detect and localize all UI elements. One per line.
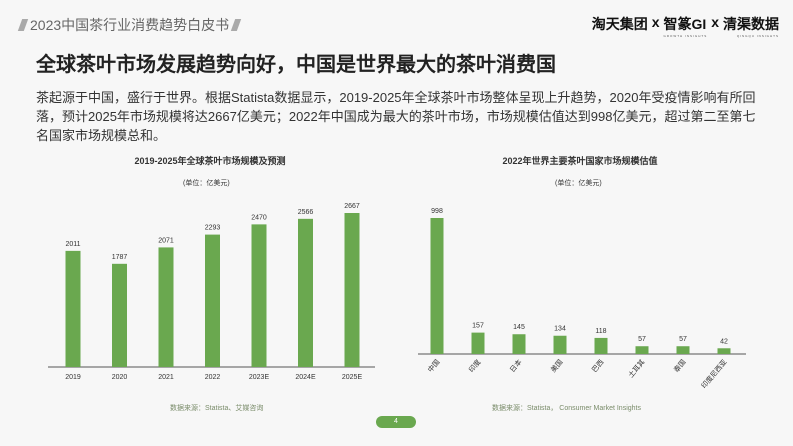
chart2-bar xyxy=(512,334,526,354)
page-title: 全球茶叶市场发展趋势向好，中国是世界最大的茶叶消费国 xyxy=(36,54,556,76)
logo-zhizhuan: 智篆GI GROWTH INSIGHTS xyxy=(663,16,708,38)
chart2-data-label: 134 xyxy=(554,326,566,333)
chart2-bar xyxy=(471,332,485,354)
summary-paragraph: 茶起源于中国，盛行于世界。根据Statista数据显示，2019-2025年全球… xyxy=(36,90,756,143)
chart1-unit: (单位：亿美元) xyxy=(183,180,230,187)
logo-qingqu: 清渠数据 QINGQU INSIGHTS xyxy=(723,16,779,38)
chart2-data-label: 42 xyxy=(720,338,728,345)
chart2-source: 数据来源：Statista， Consumer Market Insights xyxy=(492,405,641,412)
chart1-data-label: 2071 xyxy=(158,237,174,244)
chart2-bar xyxy=(430,218,444,354)
chart2-bar xyxy=(676,346,690,354)
chart1-data-label: 1787 xyxy=(112,254,128,261)
chart1-data-label: 2667 xyxy=(344,203,360,210)
report-header: 2023中国茶行业消费趋势白皮书 xyxy=(17,15,242,35)
chart1-tick-label: 2019 xyxy=(65,374,81,381)
chart1-bar xyxy=(251,224,267,367)
logo-taotian: 淘天集团 xyxy=(591,16,648,32)
chart1-bar xyxy=(65,250,81,367)
chart2-tick-label: 印度尼西亚 xyxy=(699,358,728,391)
chart2-tick-label: 中国 xyxy=(426,358,442,375)
chart2-tick-label: 巴西 xyxy=(590,358,605,374)
page-number: 4 xyxy=(376,416,416,428)
chart1-bar xyxy=(298,218,313,367)
chart1-data-label: 2470 xyxy=(251,214,267,221)
chart1-data-label: 2293 xyxy=(205,225,221,232)
report-title: 2023中国茶行业消费趋势白皮书 xyxy=(30,17,230,33)
chart1-bar xyxy=(158,247,174,367)
chart1-tick-label: 2023E xyxy=(249,374,270,381)
chart2-data-label: 157 xyxy=(472,323,484,330)
chart2-data-label: 118 xyxy=(595,328,606,335)
partner-logos: 淘天集团 x 智篆GI GROWTH INSIGHTS x 清渠数据 QINGQU … xyxy=(592,14,779,38)
chart1-tick-label: 2020 xyxy=(112,374,128,381)
chart2-tick-label: 土耳其 xyxy=(626,358,646,380)
chart2-title: 2022年世界主要茶叶国家市场规模估值 xyxy=(502,156,658,166)
chart1-data-label: 2566 xyxy=(298,209,314,216)
chart2-tick-label: 泰国 xyxy=(672,358,688,375)
chart2-data-label: 145 xyxy=(513,324,525,331)
chart2-unit: (单位：亿美元) xyxy=(555,180,602,187)
chart1-source: 数据来源：Statista、艾媒咨询 xyxy=(170,405,264,412)
chart2-tick-label: 印度 xyxy=(467,358,483,375)
logo-separator: x xyxy=(651,14,660,30)
chart1-tick-label: 2024E xyxy=(295,374,316,381)
chart2-bar xyxy=(594,337,608,354)
chart1-bar xyxy=(112,263,127,367)
chart1-tick-label: 2022 xyxy=(205,374,221,381)
logo-separator: x xyxy=(711,14,719,30)
chart2-data-label: 57 xyxy=(679,336,687,343)
chart1-bar xyxy=(344,213,360,367)
chart1-tick-label: 2021 xyxy=(158,374,174,381)
chart2-tick-label: 日本 xyxy=(508,358,524,375)
chart1-tick-label: 2025E xyxy=(342,374,363,381)
chart1-data-label: 2011 xyxy=(65,241,80,248)
chart1-bar xyxy=(205,234,220,367)
chart1-title: 2019-2025年全球茶叶市场规模及预测 xyxy=(134,156,286,166)
chart2-bar xyxy=(717,348,731,354)
chart2-data-label: 57 xyxy=(638,336,646,343)
chart2-bar xyxy=(635,346,649,354)
chart2-tick-label: 美国 xyxy=(549,358,565,375)
chart2-data-label: 998 xyxy=(431,208,443,215)
chart2-bar xyxy=(553,335,567,354)
